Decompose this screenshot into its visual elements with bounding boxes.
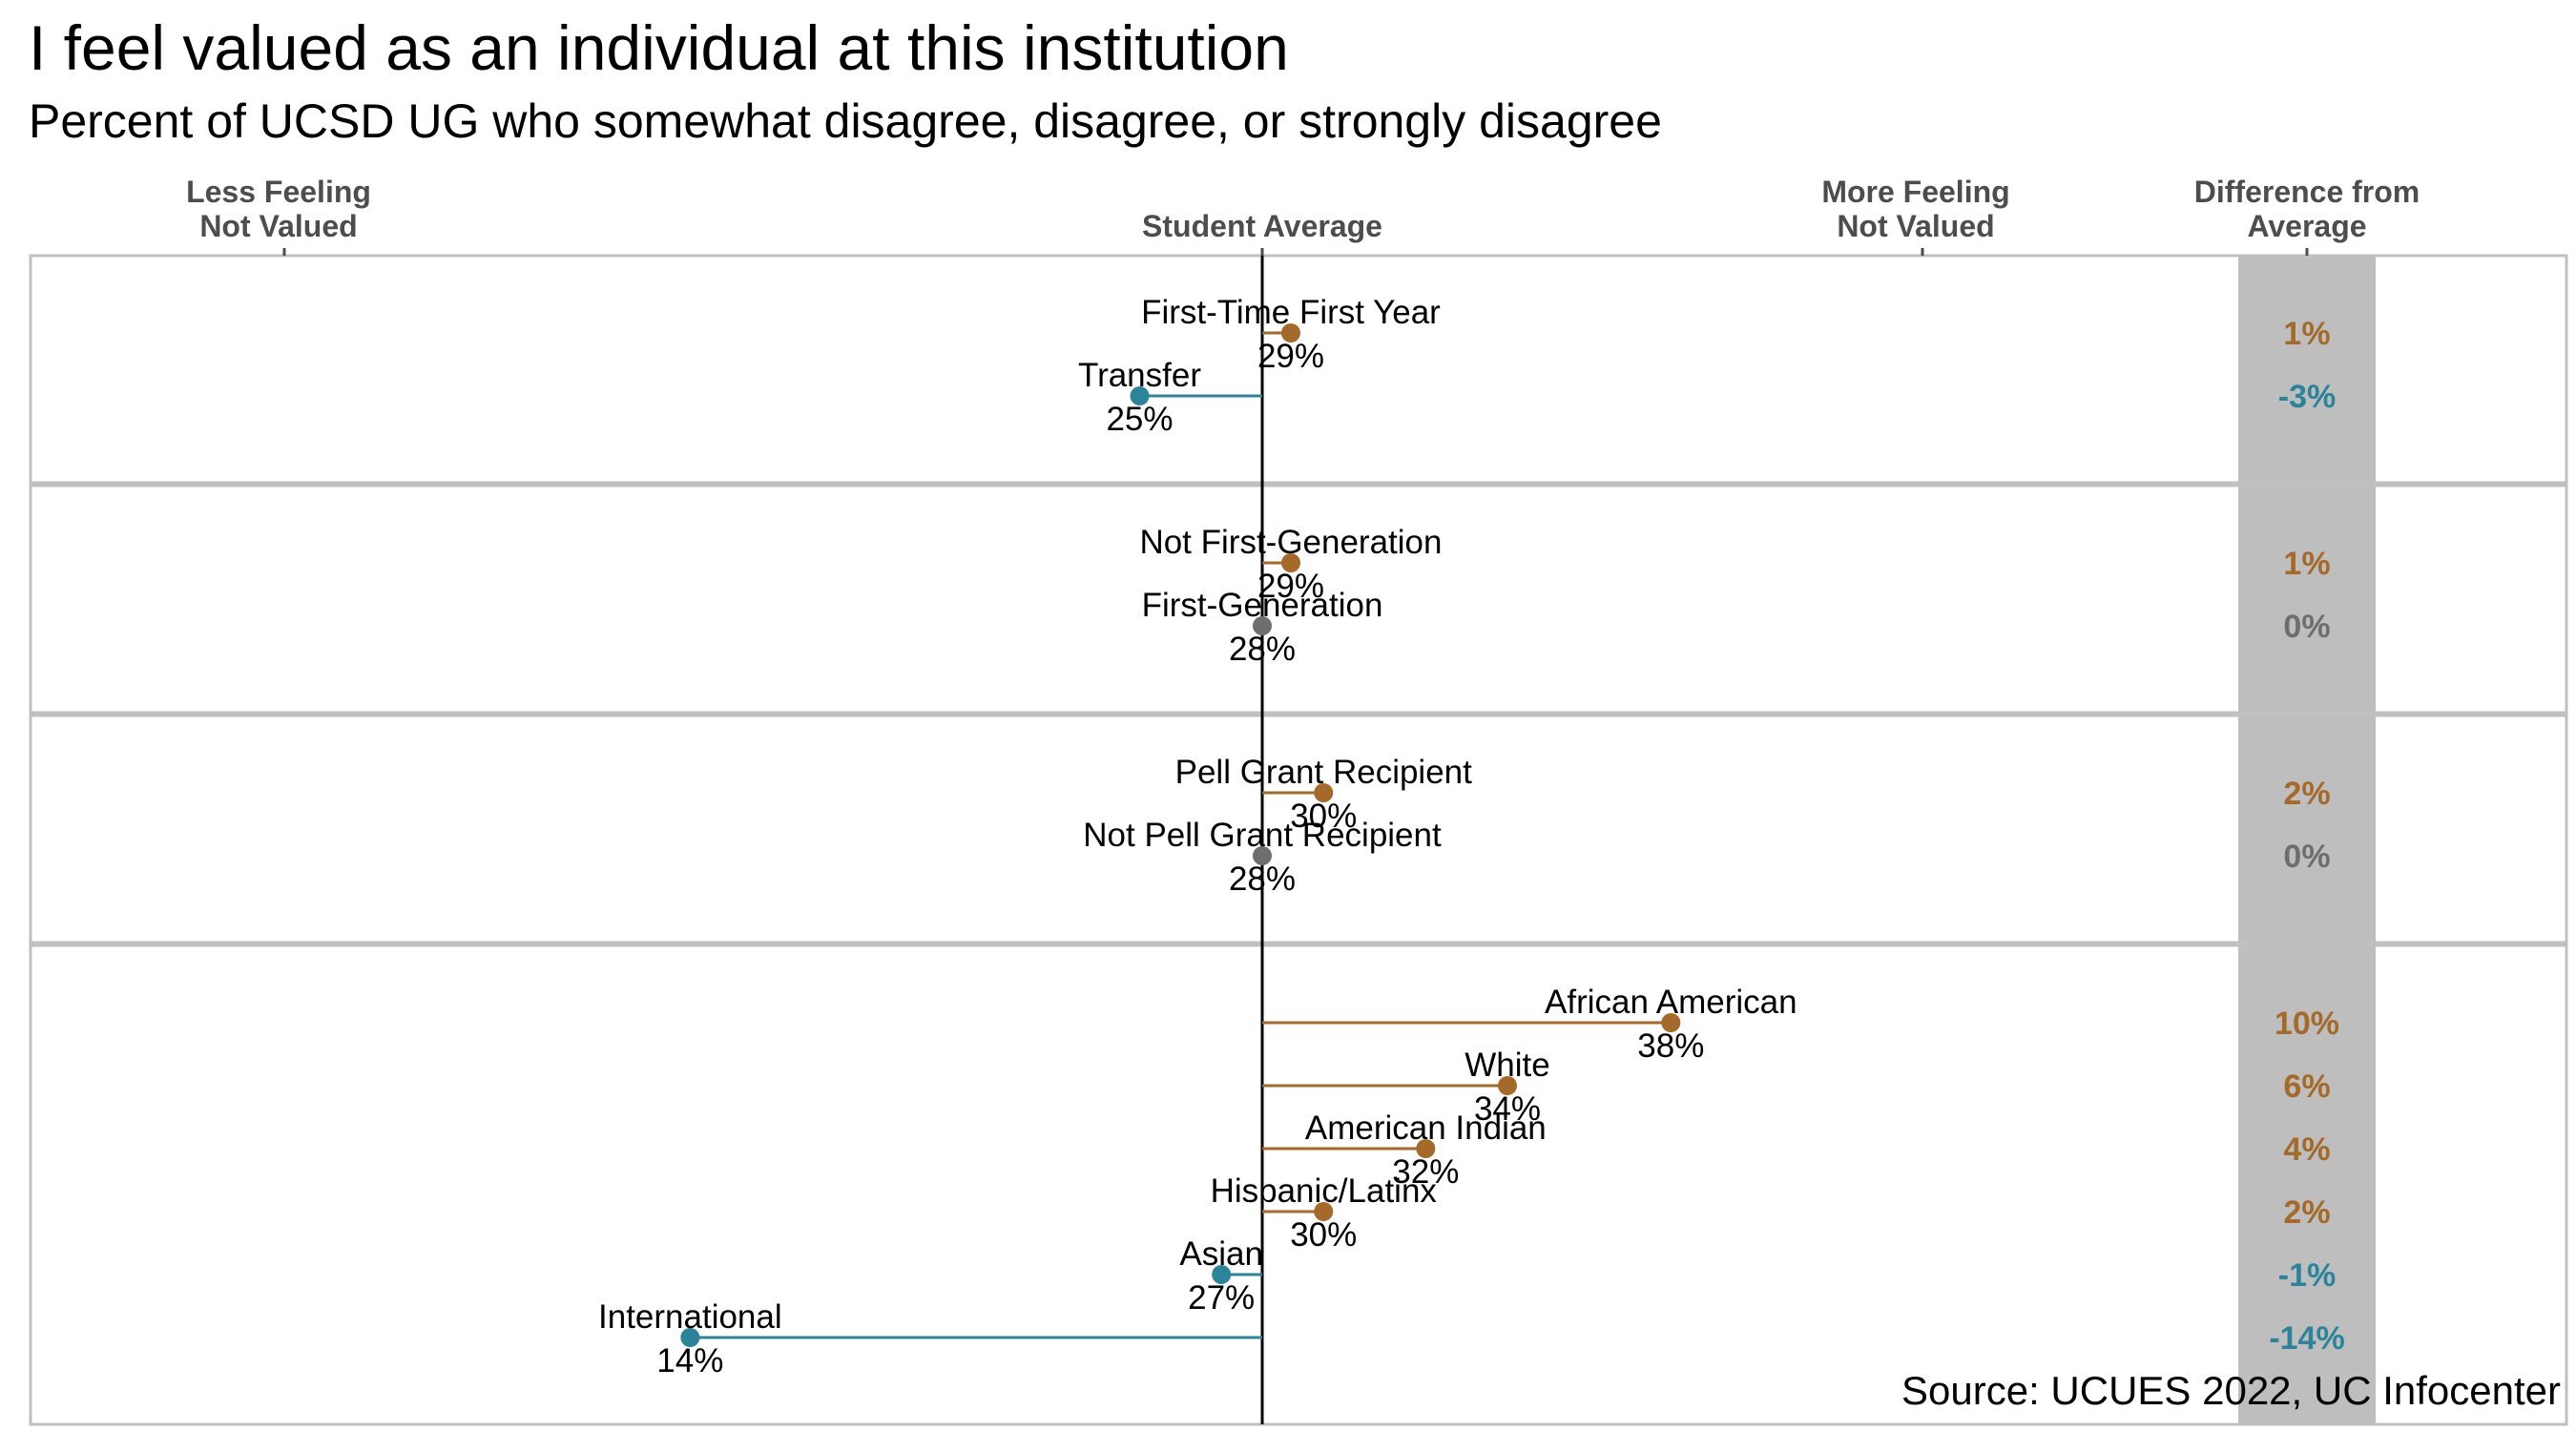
row-point <box>1253 616 1272 635</box>
row-difference-label: -1% <box>2278 1257 2336 1294</box>
data-row: Not First-Generation 29% 1% <box>1139 524 2330 605</box>
row-value-label: 38% <box>1637 1027 1704 1065</box>
data-row: First-Time First Year 29% 1% <box>1141 294 2330 375</box>
chart-subtitle: Percent of UCSD UG who somewhat disagree… <box>29 94 1662 148</box>
row-name-label: African American <box>1545 984 1797 1021</box>
row-difference-label: 0% <box>2283 839 2330 875</box>
row-point <box>1280 323 1300 342</box>
panel-frame-3 <box>29 714 2568 944</box>
data-row: Asian 27% -1% <box>1179 1235 2336 1317</box>
axis-diff-label-line1: Difference from <box>2194 175 2420 209</box>
axis-more-label-line1: More Feeling <box>1821 175 2009 209</box>
row-difference-label: -14% <box>2269 1320 2344 1357</box>
row-point <box>1280 553 1300 572</box>
axis-less-label-line2: Not Valued <box>199 209 357 243</box>
row-name-label: Hispanic/Latinx <box>1211 1172 1438 1210</box>
panels-layer <box>29 254 2568 1426</box>
axis-reference-label: Student Average <box>1142 209 1382 243</box>
row-difference-label: 1% <box>2283 316 2330 352</box>
row-value-label: 14% <box>656 1342 723 1379</box>
data-row: Not Pell Grant Recipient 28% 0% <box>1083 817 2330 898</box>
row-point <box>1212 1265 1232 1284</box>
row-difference-label: 2% <box>2283 776 2330 812</box>
row-point <box>1130 386 1150 405</box>
row-point <box>1416 1139 1436 1158</box>
source-note: Source: UCUES 2022, UC Infocenter <box>1901 1368 2561 1413</box>
row-name-label: First-Time First Year <box>1141 294 1441 331</box>
row-name-label: International <box>598 1298 782 1336</box>
data-row: Transfer 25% -3% <box>1078 357 2336 438</box>
chart-title: I feel valued as an individual at this i… <box>29 12 1289 83</box>
row-value-label: 28% <box>1229 861 1296 898</box>
row-point <box>1314 1202 1334 1221</box>
row-value-label: 30% <box>1290 798 1357 835</box>
data-row: American Indian 32% 4% <box>1262 1110 2331 1191</box>
row-value-label: 34% <box>1474 1090 1541 1128</box>
panel-frame-4 <box>29 944 2568 1426</box>
row-difference-label: 10% <box>2275 1006 2339 1042</box>
row-name-label: Asian <box>1179 1235 1263 1273</box>
data-row: African American 38% 10% <box>1262 984 2339 1065</box>
row-point <box>1498 1076 1517 1095</box>
row-value-label: 27% <box>1188 1279 1255 1317</box>
row-name-label: Not Pell Grant Recipient <box>1083 817 1442 854</box>
row-value-label: 29% <box>1257 338 1324 375</box>
panel-frame-2 <box>29 484 2568 715</box>
row-name-label: Transfer <box>1078 357 1201 394</box>
row-value-label: 29% <box>1257 568 1324 605</box>
data-layer: First-Time First Year 29% 1% Transfer 25% -3%… <box>598 256 2345 1424</box>
row-name-label: Not First-Generation <box>1139 524 1442 561</box>
row-value-label: 32% <box>1392 1153 1459 1191</box>
data-row: International 14% -14% <box>598 1298 2345 1379</box>
data-row: Pell Grant Recipient 30% 2% <box>1175 754 2331 835</box>
row-name-label: First-Generation <box>1142 587 1383 624</box>
row-difference-label: 0% <box>2283 609 2330 645</box>
row-name-label: American Indian <box>1305 1110 1547 1147</box>
row-value-label: 28% <box>1229 631 1296 668</box>
row-difference-label: 6% <box>2283 1068 2330 1105</box>
axis-more-label-line2: Not Valued <box>1837 209 1994 243</box>
row-point <box>680 1328 700 1347</box>
data-row: Hispanic/Latinx 30% 2% <box>1211 1172 2331 1254</box>
row-difference-label: 2% <box>2283 1194 2330 1231</box>
data-row: White 34% 6% <box>1262 1047 2331 1128</box>
row-value-label: 30% <box>1290 1216 1357 1254</box>
difference-band <box>2238 256 2376 1424</box>
data-row: First-Generation 28% 0% <box>1142 587 2331 668</box>
row-difference-label: -3% <box>2278 379 2336 415</box>
panel-frame-1 <box>29 254 2568 485</box>
row-name-label: White <box>1465 1047 1549 1084</box>
row-difference-label: 1% <box>2283 546 2330 582</box>
row-point <box>1661 1013 1681 1032</box>
row-difference-label: 4% <box>2283 1131 2330 1168</box>
axis-diff-label-line2: Average <box>2247 209 2366 243</box>
row-point <box>1314 783 1334 802</box>
axis-less-label-line1: Less Feeling <box>186 175 371 209</box>
row-value-label: 25% <box>1106 401 1173 438</box>
row-point <box>1253 846 1272 865</box>
row-name-label: Pell Grant Recipient <box>1175 754 1473 791</box>
axis-header: Less Feeling Not Valued Student Average … <box>186 175 2420 256</box>
